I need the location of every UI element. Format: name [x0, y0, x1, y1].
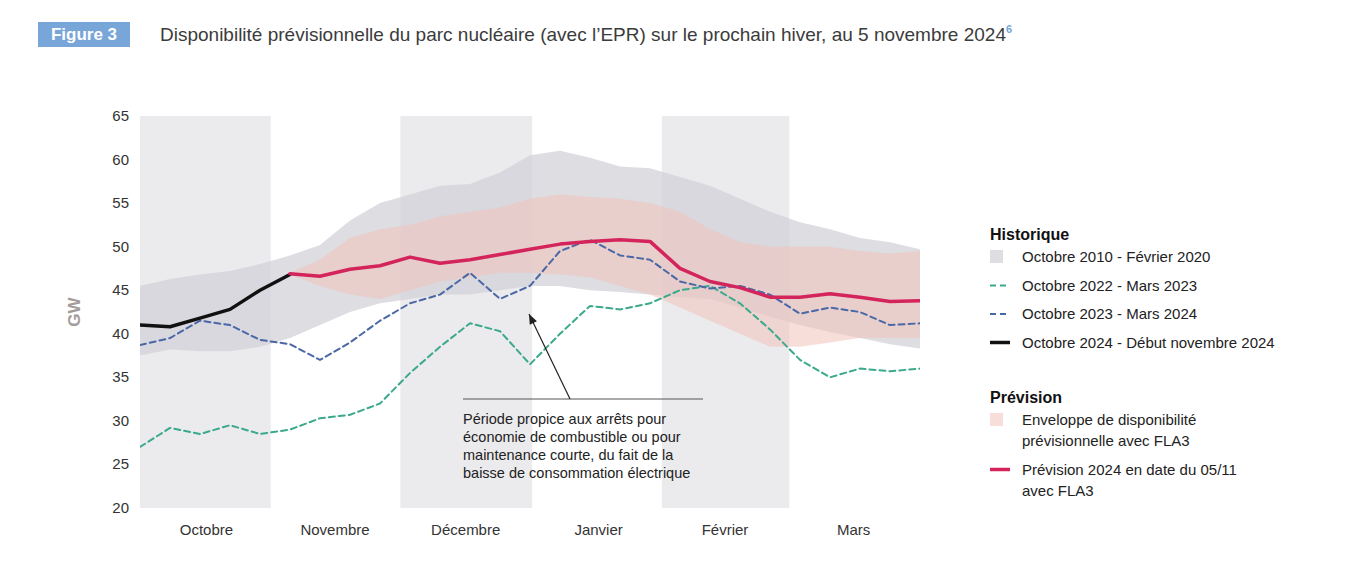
x-tick-label: Mars	[837, 521, 870, 538]
series-line	[140, 286, 920, 447]
annotation-rule	[463, 399, 703, 400]
figure-label: Figure 3	[51, 25, 117, 44]
y-tick-label: 45	[112, 281, 129, 298]
title: Disponibilité prévisionnelle du parc nuc…	[160, 23, 1012, 45]
legend-label-line: Octobre 2010 - Février 2020	[1022, 248, 1210, 265]
legend-swatch	[990, 468, 1010, 472]
annotation-arrowhead	[529, 314, 537, 325]
legend-swatch	[990, 250, 1003, 263]
legend-group-title: Historique	[990, 226, 1069, 243]
y-tick-label: 40	[112, 325, 129, 342]
x-tick-label: Janvier	[574, 521, 622, 538]
y-tick-label: 25	[112, 455, 129, 472]
y-tick-label: 55	[112, 194, 129, 211]
x-tick-label: Novembre	[300, 521, 369, 538]
legend-label: Octobre 2010 - Février 2020	[1022, 248, 1210, 265]
legend-label: Enveloppe de disponibilité prévisionnelle…	[1022, 411, 1196, 449]
legend-label-line: avec FLA3	[1022, 482, 1094, 499]
legend-label: Octobre 2023 - Mars 2024	[1022, 305, 1197, 322]
y-tick-label: 50	[112, 238, 129, 255]
annotation-arrow	[529, 314, 570, 399]
x-tick-label: Octobre	[180, 521, 233, 538]
legend-label: Prévision 2024 en date du 05/11 avec FLA3	[1022, 461, 1237, 499]
legend-swatch	[990, 313, 1010, 315]
legend-label-line: Octobre 2024 - Début novembre 2024	[1022, 334, 1275, 351]
title-note: 6	[1006, 23, 1012, 35]
annotation-text: économie de combustible ou pour	[463, 429, 681, 445]
annotation-text: baisse de consommation électrique	[463, 465, 690, 481]
figure-label-box	[38, 22, 130, 47]
legend-label-line: Octobre 2022 - Mars 2023	[1022, 277, 1197, 294]
y-tick-label: 20	[112, 499, 129, 516]
y-tick-label: 60	[112, 151, 129, 168]
legend-label: Octobre 2022 - Mars 2023	[1022, 277, 1197, 294]
chart: Figure 3 Disponibilité prévisionnelle du …	[0, 0, 1352, 566]
series-line	[140, 240, 920, 360]
plot-area	[140, 151, 920, 447]
y-tick-label: 65	[112, 107, 129, 124]
legend-swatch	[990, 413, 1003, 426]
annotation-text: maintenance courte, du fait de la	[463, 447, 674, 463]
x-tick-label: Février	[702, 521, 749, 538]
envelope-area	[290, 194, 920, 346]
legend-swatch	[990, 285, 1010, 287]
legend-swatch	[990, 341, 1010, 345]
envelope-area	[140, 151, 920, 356]
x-tick-label: Décembre	[431, 521, 500, 538]
legend-label-line: Octobre 2023 - Mars 2024	[1022, 305, 1197, 322]
y-tick-label: 30	[112, 412, 129, 429]
annotation-text: Période propice aux arrêts pour	[463, 411, 666, 427]
y-axis-label: GW	[65, 296, 84, 326]
title-text: Disponibilité prévisionnelle du parc nuc…	[160, 24, 1006, 45]
legend-label-line: Enveloppe de disponibilité	[1022, 411, 1196, 428]
legend-label: Octobre 2024 - Début novembre 2024	[1022, 334, 1275, 351]
legend-label-line: Prévision 2024 en date du 05/11	[1022, 461, 1237, 478]
legend-group-title: Prévision	[990, 389, 1062, 406]
y-tick-label: 35	[112, 368, 129, 385]
legend-label-line: prévisionnelle avec FLA3	[1022, 432, 1190, 449]
series-line	[290, 240, 920, 302]
series-line	[140, 275, 290, 327]
